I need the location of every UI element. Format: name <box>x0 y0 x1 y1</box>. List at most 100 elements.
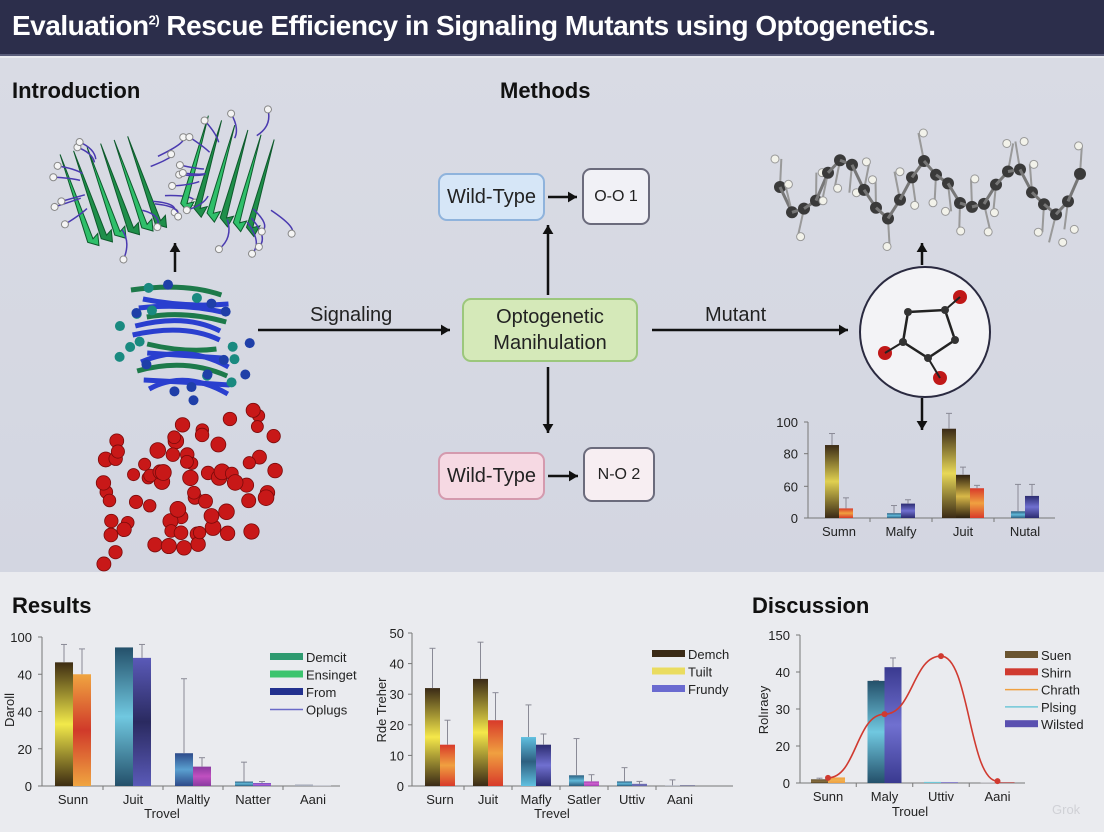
bar-juit <box>115 647 133 786</box>
legend-label: Demch <box>688 647 729 662</box>
product-down-arrow-head <box>916 421 928 430</box>
atom <box>108 545 123 560</box>
bar-maltly <box>193 766 211 786</box>
helix-ribbon <box>146 341 217 353</box>
atom <box>191 292 202 303</box>
y-tick-label: 100 <box>10 630 32 645</box>
y-tick-label: 150 <box>768 628 790 643</box>
ball-and-stick-molecule <box>770 128 1086 251</box>
bar-aani <box>313 785 331 787</box>
atom <box>169 386 180 397</box>
atom <box>194 427 210 443</box>
atom <box>287 229 296 238</box>
methods-up-arrow-head <box>542 225 554 234</box>
atom <box>257 489 275 506</box>
atom <box>219 525 236 541</box>
atom <box>229 354 240 365</box>
intro-up-arrow-head <box>169 243 181 252</box>
carbon-atom <box>941 306 949 314</box>
hydrogen-atom <box>940 206 950 216</box>
chart-discussion: 0 20 30 40 150 Sunn Maly Uttiv Aani Trouel Rolırae… <box>756 628 1084 819</box>
bar-uttiv <box>924 781 941 783</box>
atom <box>60 220 69 229</box>
y-tick-label: 40 <box>18 667 32 682</box>
bar-aani <box>665 785 680 786</box>
atom <box>149 442 167 459</box>
mutant-arrow-head <box>839 324 848 336</box>
bar-sumn <box>825 445 839 518</box>
bar-nutal <box>1011 511 1025 518</box>
beta-strand <box>206 125 236 223</box>
atom <box>125 342 136 353</box>
bar-aani <box>295 784 313 786</box>
beta-sheet-protein-left <box>49 133 199 264</box>
atom <box>198 493 213 509</box>
grok-watermark: Grok <box>1052 802 1081 817</box>
legend-label: Shirn <box>1041 665 1071 680</box>
y-tick-label: 20 <box>776 739 790 754</box>
ring-bond <box>901 308 957 360</box>
y-tick-label: 20 <box>390 718 404 733</box>
bar-maly <box>867 680 885 783</box>
atom <box>245 402 261 418</box>
hydrogen-atom <box>882 241 892 251</box>
legend-swatch <box>652 650 685 657</box>
hydrogen-atom <box>833 183 843 193</box>
hydrogen-atom <box>918 128 928 138</box>
x-axis-label: Trovel <box>144 806 180 821</box>
carbon-atom <box>1074 167 1086 180</box>
atom <box>75 138 84 147</box>
atom <box>186 382 197 393</box>
hydrogen-atom <box>1002 138 1012 148</box>
x-tick-label: Mafly <box>520 792 552 807</box>
atom <box>222 411 238 427</box>
atom <box>165 447 181 462</box>
y-tick-label: 30 <box>776 702 790 717</box>
atom <box>154 464 172 481</box>
signaling-label: Signaling <box>310 304 393 326</box>
bar-maly <box>884 667 902 783</box>
x-axis-label: Trouel <box>892 804 928 819</box>
atom <box>240 369 251 380</box>
atom <box>146 305 157 316</box>
y-tick-label: 40 <box>18 705 32 720</box>
x-tick-label: Sunn <box>58 792 88 807</box>
product-1-label: O-O 1 <box>594 187 638 205</box>
bar-uttiv <box>617 781 632 786</box>
beta-strand <box>127 136 168 229</box>
trend-line <box>827 655 998 782</box>
atom <box>188 395 199 406</box>
beta-strand <box>59 154 100 247</box>
bar-satler <box>584 781 599 786</box>
helix-ribbon <box>134 318 222 334</box>
atom <box>263 105 272 114</box>
beta-strand <box>219 129 249 228</box>
y-tick-label: 60 <box>784 479 798 494</box>
bar-aani <box>980 782 998 784</box>
x-tick-label: Maly <box>871 789 899 804</box>
y-tick-label: 50 <box>390 626 404 641</box>
carbon-atom <box>951 336 959 344</box>
hydrogen-atom <box>956 226 966 236</box>
atom <box>190 536 206 552</box>
title-rest: Rescue Efficiency in Signaling Mutants u… <box>159 10 936 41</box>
atom <box>203 508 220 524</box>
flow-arrows <box>169 191 928 482</box>
product-2-label: N-O 2 <box>597 465 641 483</box>
carbon-atom <box>899 338 907 346</box>
atom <box>178 168 187 177</box>
bar-mafly <box>521 737 536 786</box>
bar-natter <box>253 783 271 786</box>
atom <box>248 249 257 258</box>
legend-swatch <box>1005 651 1038 658</box>
x-tick-label: Uttiv <box>928 789 955 804</box>
x-tick-label: Malfy <box>885 524 917 539</box>
atom <box>116 521 132 538</box>
chart-results-left: 0 20 40 40 100 Sunn Juit Maltly Natter Aani Trovel… <box>2 630 357 821</box>
bar-juit <box>942 428 956 518</box>
methods-down-arrow-head <box>542 424 554 433</box>
atom <box>96 556 112 572</box>
atom <box>175 161 184 170</box>
atom <box>227 109 236 118</box>
atom <box>110 444 125 459</box>
